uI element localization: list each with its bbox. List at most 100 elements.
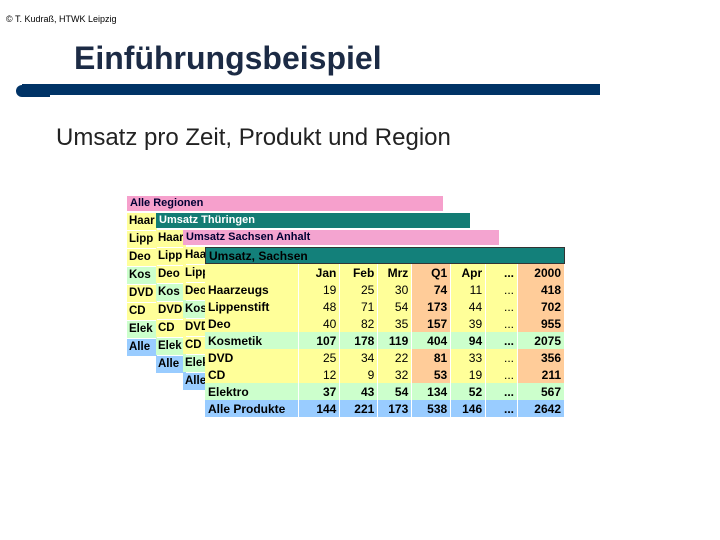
title-bar [22,84,600,95]
panel-row-label: Deo [127,249,157,266]
row-label: Haarzeugs [205,281,300,298]
table-cell: 221 [339,400,379,417]
row-label: DVD [205,349,300,366]
table-cell: 25 [298,349,341,366]
row-label: Elektro [205,383,300,400]
copyright-notice: © T. Kudraß, HTWK Leipzig [6,14,117,24]
table-cell: 33 [450,349,487,366]
row-label: Lippenstift [205,298,300,315]
table-cell: 178 [339,332,379,349]
table-cell: 11 [450,281,487,298]
column-header: Apr [450,264,487,281]
table-row: Alle Produkte 144 221 173 538 146... 2642 [205,400,565,417]
table-cell: 19 [450,366,487,383]
table-cell: ... [485,366,519,383]
page-title: Einführungsbeispiel [74,40,382,76]
row-label: CD [205,366,300,383]
panel-row-label: CD [127,303,157,320]
panel-row-label: Elek [156,338,186,355]
table-cell: 52 [450,383,487,400]
table-cell: 404 [411,332,452,349]
table-cell: 54 [377,298,413,315]
table-row: Haarzeugs 19 25 30 74 11... 418 [205,281,565,298]
panel-sachsen-anhalt: Umsatz Sachsen Anhalt Haar Lipp Deo Kos DVD C… [183,230,499,402]
row-label: Kosmetik [205,332,300,349]
panel-sachsen: Umsatz, Sachsen Jan Feb Mrz Q1 Apr... 2000 Haa… [205,247,565,427]
panel-row-label: Kos [127,267,157,284]
panel-thueringen: Umsatz Thüringen Haar Lipp Deo Kos DVD CD Elek… [156,213,470,385]
panel-row-label: Lipp [156,248,186,265]
table-cell: 39 [450,315,487,332]
panel-alle-regionen: Alle Regionen Haar Lipp Deo Kos DVD CD Elek All… [127,196,443,366]
table-cell: ... [485,332,519,349]
table-cell: 19 [298,281,341,298]
table-cell: 22 [377,349,413,366]
table-cell: 107 [298,332,341,349]
page-subtitle: Umsatz pro Zeit, Produkt und Region [56,124,451,151]
table-cell: 12 [298,366,341,383]
table-cell: 54 [377,383,413,400]
table-cell: 48 [298,298,341,315]
table-cell: 538 [411,400,452,417]
table-cell: 702 [517,298,565,315]
table-cell: 418 [517,281,565,298]
table-cell: 30 [377,281,413,298]
table-cell: 35 [377,315,413,332]
panel-row-label: Alle [156,356,186,373]
table-cell: 134 [411,383,452,400]
table-corner-cell [205,264,300,281]
table-cell: 74 [411,281,452,298]
column-header: Mrz [377,264,413,281]
table-row: Kosmetik 107 178 119 404 94... 2075 [205,332,565,349]
panel-row-label: Haar [156,230,186,247]
table-cell: 53 [411,366,452,383]
table-row: Elektro 37 43 54 134 52... 567 [205,383,565,400]
column-header: Feb [339,264,379,281]
table-cell: 173 [377,400,413,417]
table-cell: 955 [517,315,565,332]
table-cell: 356 [517,349,565,366]
table-cell: 567 [517,383,565,400]
panel-row-label: Haar [127,213,157,230]
table-cell: 211 [517,366,565,383]
table-cell: 9 [339,366,379,383]
table-cell: 94 [450,332,487,349]
panel-row-label: Lipp [127,231,157,248]
panel-row-label: Elek [127,321,157,338]
row-label: Alle Produkte [205,400,300,417]
table-cell: 144 [298,400,341,417]
panel-row-label: DVD [156,302,186,319]
table-cell: 81 [411,349,452,366]
row-label: Deo [205,315,300,332]
table-cell: 2642 [517,400,565,417]
column-header: 2000 [517,264,565,281]
panel-header-sachsen-anhalt: Umsatz Sachsen Anhalt [183,230,499,245]
table-cell: ... [485,298,519,315]
table-cell: ... [485,400,519,417]
table-cell: 37 [298,383,341,400]
table-row: CD 12 9 32 53 19... 211 [205,366,565,383]
panel-row-label: Alle [127,339,157,356]
table-header-row: Jan Feb Mrz Q1 Apr... 2000 [205,264,565,281]
table-row: DVD 25 34 22 81 33... 356 [205,349,565,366]
table-cell: 44 [450,298,487,315]
table-cell: 2075 [517,332,565,349]
table-row: Lippenstift 48 71 54 173 44... 702 [205,298,565,315]
panel-row-label: Deo [156,266,186,283]
table-cell: ... [485,281,519,298]
panel-row-label: Kos [156,284,186,301]
column-header: Jan [298,264,341,281]
column-header: Q1 [411,264,452,281]
table-cell: 71 [339,298,379,315]
panel-header-alle-regionen: Alle Regionen [127,196,443,211]
table-cell: 40 [298,315,341,332]
table-cell: 25 [339,281,379,298]
column-header: ... [485,264,519,281]
table-cell: 43 [339,383,379,400]
table-cell: 146 [450,400,487,417]
panel-header-sachsen: Umsatz, Sachsen [205,247,565,264]
table-cell: 34 [339,349,379,366]
table-row: Deo 40 82 35 157 39... 955 [205,315,565,332]
table-cell: ... [485,315,519,332]
table-cell: 119 [377,332,413,349]
